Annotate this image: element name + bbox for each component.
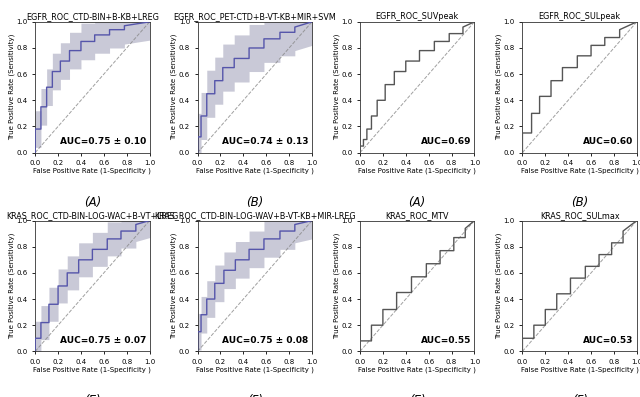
Title: EGFR_ROC_PET-CTD+B-VT-KB+MIR+SVM: EGFR_ROC_PET-CTD+B-VT-KB+MIR+SVM [173,12,336,21]
Text: (E): (E) [84,395,100,397]
X-axis label: False Positive Rate (1-Specificity ): False Positive Rate (1-Specificity ) [33,366,151,373]
Title: KRAS_ROC_SULmax: KRAS_ROC_SULmax [540,211,620,220]
Text: (F): (F) [572,395,588,397]
Text: (F): (F) [247,395,263,397]
X-axis label: False Positive Rate (1-Specificity ): False Positive Rate (1-Specificity ) [358,168,476,174]
X-axis label: False Positive Rate (1-Specificity ): False Positive Rate (1-Specificity ) [33,168,151,174]
Text: AUC=0.69: AUC=0.69 [420,137,471,146]
X-axis label: False Positive Rate (1-Specificity ): False Positive Rate (1-Specificity ) [196,366,314,373]
Title: EGFR_ROC_SUVpeak: EGFR_ROC_SUVpeak [376,12,459,21]
X-axis label: False Positive Rate (1-Specificity ): False Positive Rate (1-Specificity ) [521,168,639,174]
Title: EGFR_ROC_CTD-BIN+B-KB+LREG: EGFR_ROC_CTD-BIN+B-KB+LREG [26,12,159,21]
Y-axis label: True Positive Rate (Sensitivity): True Positive Rate (Sensitivity) [495,34,502,141]
Y-axis label: True Positive Rate (Sensitivity): True Positive Rate (Sensitivity) [171,233,177,339]
Text: (A): (A) [84,196,101,209]
Text: AUC=0.55: AUC=0.55 [420,336,471,345]
Text: AUC=0.74 ± 0.13: AUC=0.74 ± 0.13 [222,137,308,146]
Text: AUC=0.75 ± 0.07: AUC=0.75 ± 0.07 [60,336,146,345]
Y-axis label: True Positive Rate (Sensitivity): True Positive Rate (Sensitivity) [171,34,177,141]
Text: AUC=0.75 ± 0.08: AUC=0.75 ± 0.08 [222,336,308,345]
Y-axis label: True Positive Rate (Sensitivity): True Positive Rate (Sensitivity) [8,34,15,141]
Title: KRAS_ROC_CTD-BIN-LOG-WAV+B-VT-KB+MIR-LREG: KRAS_ROC_CTD-BIN-LOG-WAV+B-VT-KB+MIR-LRE… [154,211,356,220]
Y-axis label: True Positive Rate (Sensitivity): True Positive Rate (Sensitivity) [333,233,340,339]
Text: (E): (E) [409,395,426,397]
X-axis label: False Positive Rate (1-Specificity ): False Positive Rate (1-Specificity ) [196,168,314,174]
X-axis label: False Positive Rate (1-Specificity ): False Positive Rate (1-Specificity ) [358,366,476,373]
Text: AUC=0.53: AUC=0.53 [583,336,634,345]
Title: KRAS_ROC_CTD-BIN-LOG-WAC+B-VT+LREG: KRAS_ROC_CTD-BIN-LOG-WAC+B-VT+LREG [6,211,179,220]
Y-axis label: True Positive Rate (Sensitivity): True Positive Rate (Sensitivity) [495,233,502,339]
Title: KRAS_ROC_MTV: KRAS_ROC_MTV [385,211,449,220]
Text: AUC=0.75 ± 0.10: AUC=0.75 ± 0.10 [60,137,146,146]
Y-axis label: True Positive Rate (Sensitivity): True Positive Rate (Sensitivity) [8,233,15,339]
Text: (B): (B) [246,196,264,209]
Title: EGFR_ROC_SULpeak: EGFR_ROC_SULpeak [538,12,621,21]
X-axis label: False Positive Rate (1-Specificity ): False Positive Rate (1-Specificity ) [521,366,639,373]
Text: (B): (B) [571,196,588,209]
Text: (A): (A) [408,196,426,209]
Y-axis label: True Positive Rate (Sensitivity): True Positive Rate (Sensitivity) [333,34,340,141]
Text: AUC=0.60: AUC=0.60 [583,137,634,146]
